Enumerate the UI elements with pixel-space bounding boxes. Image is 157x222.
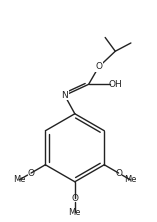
Text: Me: Me xyxy=(69,208,81,217)
Text: O: O xyxy=(115,168,122,178)
Text: O: O xyxy=(71,194,78,203)
Text: OH: OH xyxy=(108,80,122,89)
Text: O: O xyxy=(27,168,35,178)
Text: Me: Me xyxy=(13,175,25,184)
Text: N: N xyxy=(61,91,68,100)
Text: Me: Me xyxy=(124,175,137,184)
Text: O: O xyxy=(95,62,102,71)
